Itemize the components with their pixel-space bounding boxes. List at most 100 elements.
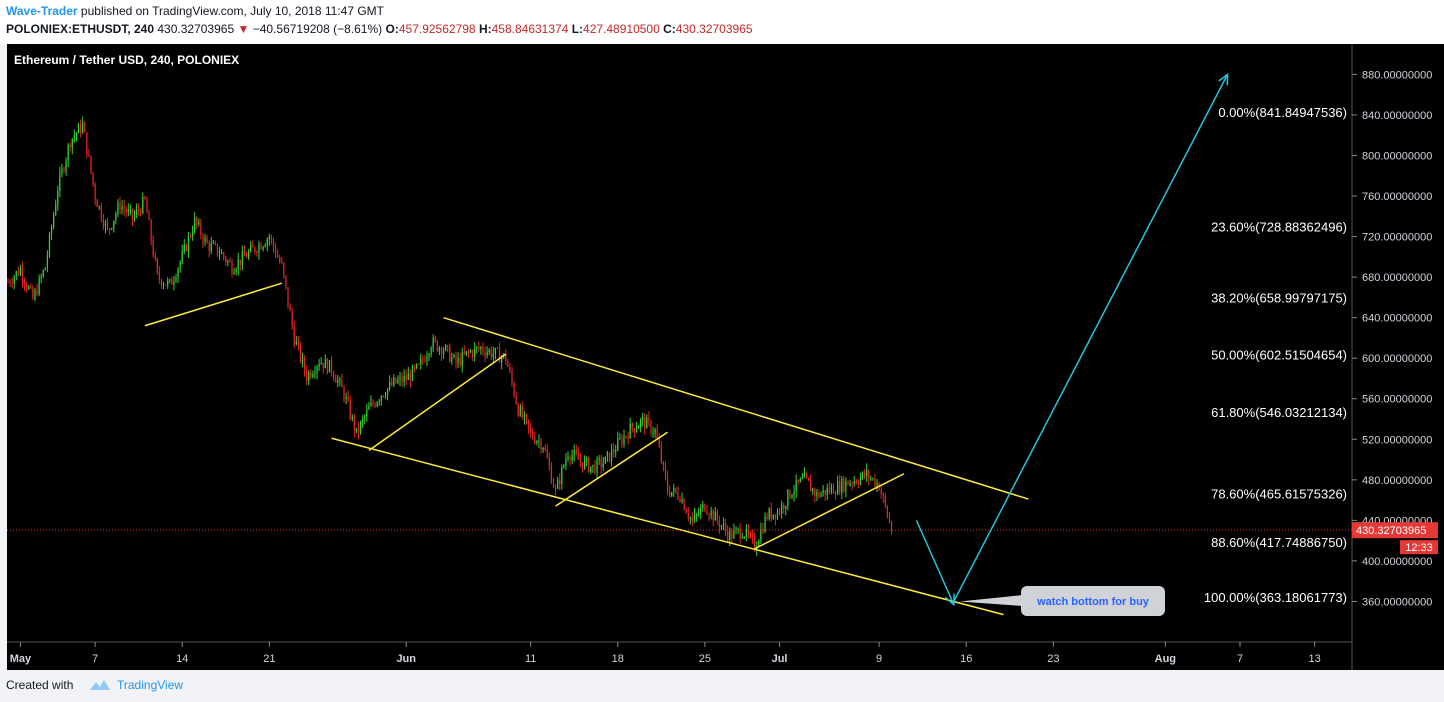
candle-body [872,478,874,480]
candle-body [9,282,11,284]
candle-body [583,459,586,469]
down-arrow-icon: ▼ [237,22,250,36]
candle-body [374,404,376,407]
candle-body [629,423,631,439]
candle-body [627,436,629,439]
candle-body [7,282,9,284]
candle-body [799,478,801,483]
candle-body [550,466,553,483]
candle-body [646,417,648,429]
tradingview-cloud-icon[interactable] [88,676,112,694]
candle-body [283,263,285,276]
candle-body [86,132,88,155]
candle-body [615,450,617,453]
candle-body [40,276,42,278]
candle-body [79,124,82,133]
candle-body [639,419,642,427]
candle-body [449,346,451,362]
candle-body [415,364,418,368]
candle-body [621,438,623,445]
candle-body [123,206,125,210]
candle-body [451,357,453,362]
fib-level-label: 78.60%(465.61575326) [1211,486,1347,501]
candle-body [395,377,397,383]
candle-body [140,210,142,214]
candle-body [830,486,833,492]
fib-level-label: 0.00%(841.84947536) [1218,105,1347,120]
y-tick-label: 400.00000000 [1362,556,1432,568]
time-axis[interactable] [7,642,1352,670]
candle-body [888,516,891,523]
candle-body [839,481,841,493]
candle-body [606,452,609,457]
candle-body [866,470,868,477]
tradingview-link[interactable]: TradingView [117,678,184,692]
candle-body [602,463,604,468]
fib-level-label: 38.20%(658.99797175) [1211,290,1347,305]
candle-body [594,464,596,474]
candle-body [623,436,625,445]
candle-body [34,290,36,299]
candle-body [789,490,791,498]
candle-body [841,478,843,493]
candle-body [231,262,233,275]
candle-body [308,372,310,382]
candle-body [243,251,246,256]
candle-body [250,245,252,252]
candle-body [498,348,501,363]
candle-body [384,396,387,398]
candle-body [225,257,227,263]
candle-body [540,440,542,450]
countdown-badge [1400,540,1438,555]
candle-body [245,255,248,258]
x-tick-label: 13 [1309,653,1321,665]
plot-area[interactable] [7,44,1352,642]
candle-body [241,251,243,265]
candle-body [538,440,540,442]
candle-body [202,235,204,243]
y-tick-label: 480.00000000 [1362,475,1432,487]
candle-body [561,467,563,485]
candle-body [440,347,443,355]
candle-body [399,376,401,380]
candle-body [660,446,662,463]
candle-body [258,244,260,254]
candle-body [886,505,889,517]
candle-body [774,514,777,519]
candle-body [376,402,378,407]
candle-body [698,514,700,516]
candle-body [474,347,476,357]
y-tick-label: 600.00000000 [1362,353,1432,365]
price-axis[interactable] [1352,44,1444,670]
candle-body [138,209,140,211]
candle-body [297,341,299,345]
candle-body [299,344,302,362]
candle-body [279,257,281,262]
candle-body [301,357,304,362]
candle-body [84,122,86,133]
countdown-label: 12:33 [1405,542,1433,554]
candle-body [382,395,385,397]
candle-body [333,372,335,378]
candle-body [181,251,183,262]
candle-body [59,173,61,192]
candle-body [635,428,638,433]
candle-body [154,255,156,259]
price-chart[interactable]: Ethereum / Tether USD, 240, POLONIEX 0.0… [0,44,1444,670]
author-link[interactable]: Wave-Trader [6,4,78,18]
candle-body [642,416,644,420]
y-tick-label: 720.00000000 [1362,232,1432,244]
candle-body [111,228,113,230]
candle-body [351,416,353,419]
candle-body [328,359,331,373]
fib-level-label: 61.80%(546.03212134) [1211,405,1347,420]
candle-body [859,477,862,484]
candle-body [152,240,154,256]
candle-body [368,406,370,410]
candle-body [534,438,536,444]
candle-body [268,237,270,240]
candle-body [88,154,90,156]
candle-body [426,356,428,362]
candle-body [167,280,169,285]
candle-body [720,525,723,528]
